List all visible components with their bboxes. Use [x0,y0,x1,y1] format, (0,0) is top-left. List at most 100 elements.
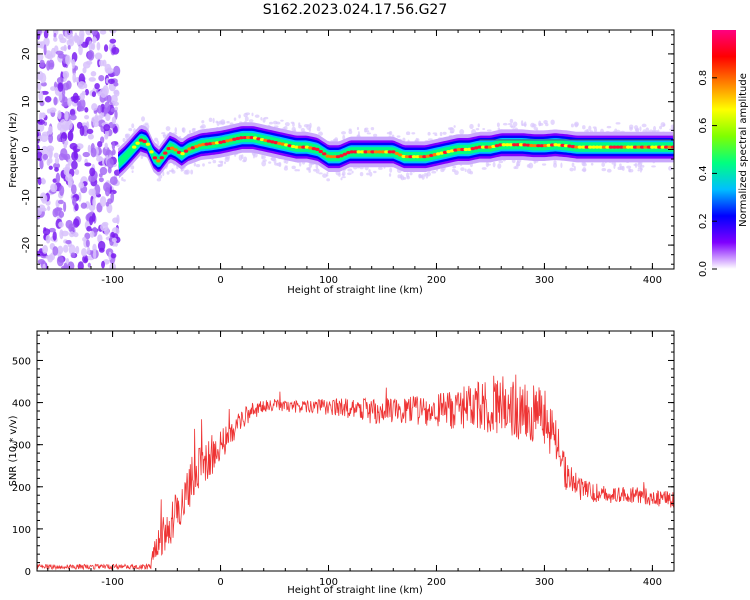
noise-blob [111,116,117,125]
spectral-scatter [449,131,454,134]
spectral-scatter [434,133,438,137]
noise-blob [84,114,90,120]
spectrogram-x-tick-label: 400 [643,275,662,286]
noise-blob [62,96,68,106]
noise-blob [74,169,80,175]
ridge-peak [612,145,617,149]
noise-blob [77,81,86,90]
ridge-peak [584,145,589,149]
spectral-scatter [481,167,487,170]
ridge-peak [397,153,403,157]
noise-blob [61,132,67,139]
snr-x-tick-label: 400 [643,577,662,588]
snr-ticks: -100 0 100 200 300 400 0 100 200 300 400 500 [12,331,675,588]
ridge-peak [532,144,538,148]
spectrogram-x-tick-label: 200 [427,275,446,286]
spectral-scatter [193,162,197,167]
spectral-scatter [318,172,323,175]
spectral-scatter [262,155,266,159]
ridge-peak [404,155,410,159]
spectral-scatter [308,169,311,173]
spectral-scatter [427,131,431,136]
noise-blob [105,201,110,207]
ridge-peak [373,150,379,154]
noise-blob [59,119,68,129]
noise-blob [87,49,95,61]
spectral-scatter [634,125,639,130]
noise-blob [70,184,77,195]
spectrogram-x-tick-label: 100 [319,275,338,286]
snr-y-tick-label: 400 [12,399,31,410]
noise-blob [73,95,82,101]
spectral-scatter [670,124,674,129]
spectral-scatter [400,174,403,180]
spectral-scatter [405,131,411,136]
spectral-scatter [260,117,263,121]
spectral-scatter [543,119,548,125]
spectral-scatter [373,133,378,137]
ridge-peak [484,145,489,149]
spectral-scatter [165,126,171,131]
noise-blob [67,120,73,131]
spectral-scatter [477,123,480,128]
noise-blob [58,199,64,205]
ridge-peak [353,150,358,154]
ridge-peak [214,141,220,145]
noise-blob [50,183,58,193]
noise-blob [89,230,95,238]
spectral-scatter [122,137,126,143]
spectrogram-y-tick-label: -10 [21,189,32,205]
noise-blob [86,128,94,135]
spectral-scatter [370,126,375,131]
ridge-peak [187,147,192,151]
noise-blob [104,187,111,197]
ridge-peak [570,144,576,149]
noise-blob [71,160,78,170]
spectral-scatter [475,127,480,131]
colorbar-tick-label: 0.8 [698,70,709,86]
spectral-scatter [520,120,524,127]
noise-blob [86,226,92,232]
ridge-peak [436,152,441,156]
ridge-peak [377,150,382,154]
noise-blob [78,30,85,39]
colorbar: 0.0 0.2 0.4 0.6 0.8 Normalized spectral ampl… [698,30,749,277]
noise-blob [50,86,56,92]
spectral-scatter [284,122,290,127]
noise-blob [82,61,91,69]
spectral-scatter [420,175,424,179]
spectral-scatter [347,172,352,176]
noise-blob [101,260,105,269]
ridge-peak [629,145,634,149]
ridge-peak [221,139,227,144]
noise-blob [48,133,54,144]
noise-blob [68,33,74,44]
noise-blob [91,91,97,98]
noise-blob [69,108,76,117]
ridge-peak [515,143,520,147]
ridge-peak [525,143,531,147]
spectral-scatter [639,126,642,132]
spectral-scatter [365,130,370,133]
spectral-scatter [356,126,360,131]
spectral-scatter [315,163,319,169]
spectral-scatter [351,170,354,174]
spectral-scatter [218,164,223,167]
noise-blob [53,162,61,169]
ridge-peak [518,143,524,147]
spectral-scatter [128,128,133,132]
spectral-scatter [485,161,489,168]
ridge-peak [567,144,572,148]
ridge-peak [263,138,268,142]
ridge-peak [218,140,223,144]
noise-blob [79,98,86,110]
ridge-peak [594,145,600,149]
spectral-scatter [431,170,437,174]
spectral-scatter [192,127,196,131]
noise-blob [41,131,50,137]
ridge-peak [556,143,562,147]
noise-blob [43,44,47,56]
ridge-peak [477,145,482,149]
snr-y-tick-label: 200 [12,483,31,494]
noise-blob [67,45,71,50]
